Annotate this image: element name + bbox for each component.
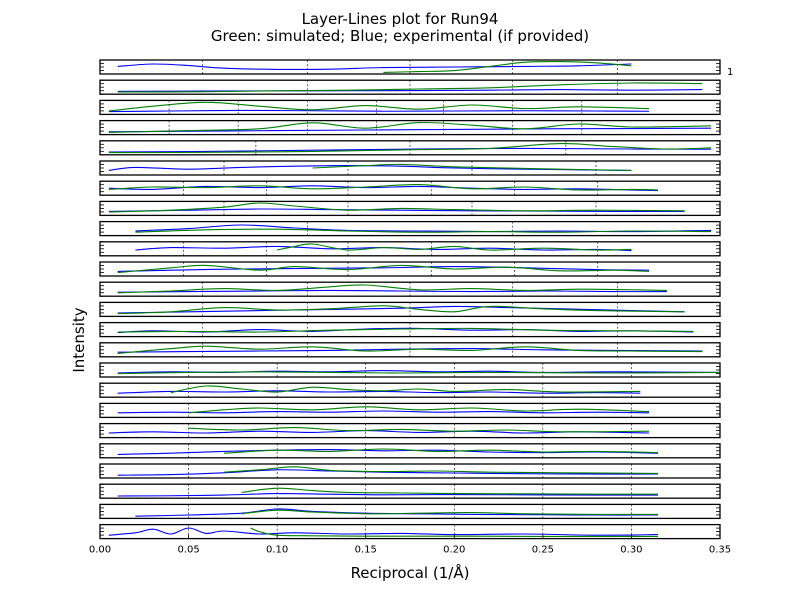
layer-panel bbox=[99, 463, 721, 479]
simulated-curve bbox=[241, 487, 659, 495]
experimental-curve bbox=[108, 185, 659, 192]
panel-frame bbox=[99, 180, 721, 196]
experimental-curve bbox=[117, 89, 703, 92]
layer-panel bbox=[99, 79, 721, 95]
layer-panel bbox=[99, 483, 721, 499]
panel-frame bbox=[99, 483, 721, 499]
simulated-curve bbox=[108, 143, 712, 154]
experimental-curve bbox=[117, 410, 650, 414]
simulated-curve bbox=[223, 448, 659, 454]
simulated-curve bbox=[108, 184, 659, 191]
chart-subtitle: Green: simulated; Blue; experimental (if… bbox=[211, 27, 589, 45]
layer-panel bbox=[99, 261, 721, 277]
panel-frame bbox=[99, 422, 721, 439]
panel-frame bbox=[99, 503, 721, 520]
simulated-curve bbox=[108, 121, 712, 133]
simulated-curve bbox=[170, 385, 641, 394]
experimental-curve bbox=[108, 127, 712, 133]
x-tick-label: 0.20 bbox=[443, 545, 465, 556]
panel-frame bbox=[99, 362, 721, 378]
x-tick-label: 0.35 bbox=[709, 545, 731, 556]
panel-frame bbox=[99, 160, 721, 176]
layer-panel bbox=[99, 342, 721, 358]
experimental-curve bbox=[117, 266, 650, 272]
panel-frame bbox=[99, 382, 721, 398]
experimental-curve bbox=[117, 289, 667, 293]
simulated-curve bbox=[117, 264, 650, 274]
simulated-curve bbox=[135, 228, 712, 233]
simulated-curve bbox=[108, 101, 650, 112]
layer-index-label: 1 bbox=[727, 67, 733, 78]
layer-panel bbox=[99, 321, 721, 338]
experimental-curve bbox=[117, 493, 659, 497]
layer-panel bbox=[99, 362, 721, 378]
simulated-curve bbox=[117, 345, 703, 354]
layer-panel bbox=[99, 140, 721, 156]
simulated-curve bbox=[117, 82, 703, 93]
layer-panel bbox=[99, 59, 721, 75]
simulated-curve bbox=[117, 284, 667, 294]
layer-panel bbox=[99, 119, 721, 136]
experimental-curve bbox=[108, 109, 650, 113]
layer-panel bbox=[99, 99, 721, 116]
simulated-curve bbox=[312, 163, 632, 171]
panel-frame bbox=[99, 261, 721, 277]
simulated-curve bbox=[188, 427, 650, 433]
simulated-curve bbox=[117, 305, 685, 315]
layer-panel bbox=[99, 382, 721, 398]
layer-panel bbox=[99, 180, 721, 196]
simulated-curve bbox=[188, 406, 650, 414]
layer-panel bbox=[99, 220, 721, 237]
simulated-curve bbox=[383, 60, 632, 73]
layer-panel bbox=[99, 503, 721, 520]
layer-panel bbox=[99, 402, 721, 419]
simulated-curve bbox=[108, 202, 685, 213]
panel-frame bbox=[99, 321, 721, 338]
simulated-curve bbox=[223, 466, 659, 474]
experimental-curve bbox=[117, 390, 641, 394]
layer-panel bbox=[99, 281, 721, 297]
layer-panel bbox=[99, 200, 721, 217]
layer-panel bbox=[99, 523, 721, 540]
simulated-curve bbox=[277, 243, 632, 251]
experimental-curve bbox=[117, 63, 632, 71]
simulated-curve bbox=[117, 327, 694, 333]
layer-panel bbox=[99, 160, 721, 176]
x-tick-label: 0.25 bbox=[532, 545, 554, 556]
x-axis-label: Reciprocal (1/Å) bbox=[351, 563, 470, 582]
panel-stack bbox=[99, 59, 721, 540]
layer-panel bbox=[99, 443, 721, 459]
experimental-curve bbox=[108, 165, 632, 171]
experimental-curve bbox=[117, 305, 685, 314]
layer-panel bbox=[99, 301, 721, 318]
x-tick-label: 0.30 bbox=[620, 545, 642, 556]
x-tick-label: 0.05 bbox=[177, 545, 199, 556]
simulated-curve bbox=[241, 509, 659, 515]
x-axis: 0.00 0.05 0.10 0.15 0.20 0.25 0.30 0.35 bbox=[89, 534, 731, 556]
layer-panel bbox=[99, 422, 721, 439]
y-axis-label: Intensity bbox=[70, 307, 88, 372]
simulated-curve bbox=[117, 371, 721, 375]
experimental-curve bbox=[108, 527, 659, 536]
experimental-curve bbox=[135, 508, 659, 517]
experimental-curve bbox=[108, 208, 685, 212]
experimental-curve bbox=[108, 147, 712, 153]
x-tick-label: 0.00 bbox=[89, 545, 111, 556]
layer-panel bbox=[99, 241, 721, 257]
x-tick-label: 0.15 bbox=[355, 545, 377, 556]
chart-title: Layer-Lines plot for Run94 bbox=[302, 10, 499, 28]
x-tick-label: 0.10 bbox=[266, 545, 288, 556]
